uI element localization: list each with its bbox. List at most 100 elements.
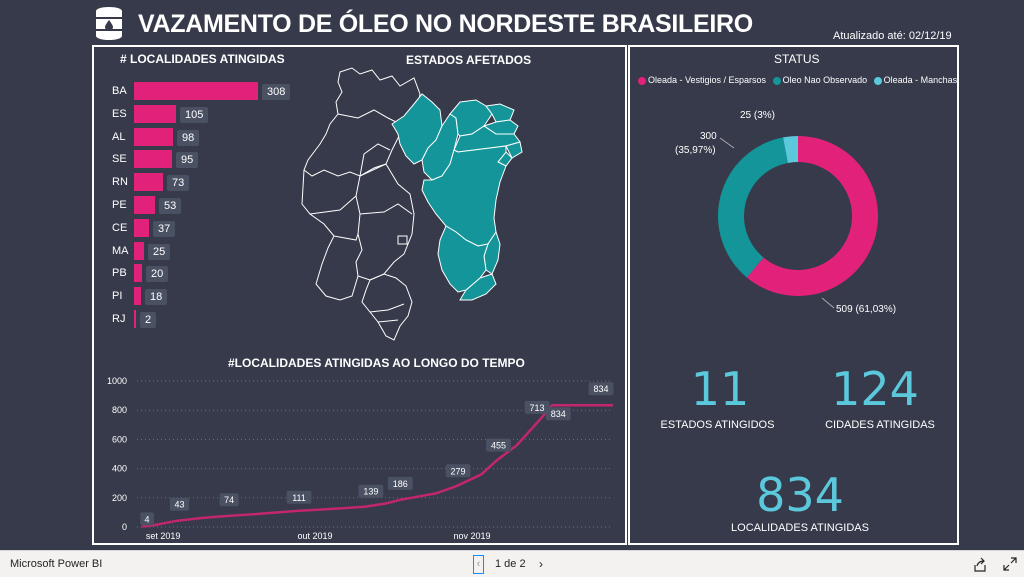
bar-category-label: PB xyxy=(112,267,127,279)
donut-label-nao-observado-pct: (35,97%) xyxy=(675,145,716,156)
left-panel xyxy=(92,45,627,545)
kpi-localidades-value: 834 xyxy=(756,468,844,522)
kpi-cidades-value: 124 xyxy=(831,362,919,416)
bar[interactable] xyxy=(134,105,176,123)
data-label-bg xyxy=(524,400,550,414)
bar-data-label: 20 xyxy=(146,266,169,282)
brazil-map[interactable] xyxy=(300,64,550,342)
map-state-ba xyxy=(421,145,507,247)
updated-date: Atualizado até: 02/12/19 xyxy=(833,30,952,42)
y-tick-label: 200 xyxy=(112,493,127,503)
series-line[interactable] xyxy=(141,403,613,528)
data-label-bg xyxy=(358,484,384,498)
bar-data-label: 18 xyxy=(145,289,168,305)
share-icon[interactable] xyxy=(972,557,988,573)
legend-item-manchas[interactable]: Oleada - Manchas xyxy=(873,75,958,85)
map-state-mg-border xyxy=(437,225,489,293)
map-federal-district xyxy=(397,235,408,245)
status-title: STATUS xyxy=(774,52,820,66)
data-label-bg xyxy=(286,490,312,504)
data-label: 4 xyxy=(145,514,150,524)
report-header: VAZAMENTO DE ÓLEO NO NORDESTE BRASILEIRO… xyxy=(0,0,1024,46)
chevron-left-icon[interactable]: ‹ xyxy=(473,555,484,574)
bar[interactable] xyxy=(134,196,155,214)
bar[interactable] xyxy=(134,287,141,305)
data-label-bg xyxy=(588,382,614,396)
map-center-divider xyxy=(359,203,413,215)
x-tick-label: set 2019 xyxy=(146,531,181,541)
bar-category-label: BA xyxy=(112,85,127,97)
data-label: 834 xyxy=(593,384,608,394)
map-north-divider-1 xyxy=(359,143,391,177)
y-tick-label: 400 xyxy=(112,464,127,474)
bar-data-label: 98 xyxy=(177,130,200,146)
page-navigator: ‹ 1 de 2 › xyxy=(473,555,553,575)
legend-dot xyxy=(638,76,646,85)
expand-icon[interactable] xyxy=(1003,557,1017,571)
map-south-divider-2 xyxy=(377,319,399,323)
legend-item-nao-observado[interactable]: Oleo Nao Observado xyxy=(772,75,867,85)
bar-data-label: 25 xyxy=(148,244,171,260)
bar-data-label: 2 xyxy=(140,312,157,328)
donut-label-nao-observado: 300 xyxy=(700,131,717,142)
donut-slice[interactable] xyxy=(746,136,878,296)
bar-data-label: 73 xyxy=(167,175,190,191)
bar-data-label: 95 xyxy=(176,152,199,168)
bar-data-label: 37 xyxy=(153,221,176,237)
map-north-divider-2 xyxy=(337,109,401,125)
legend-dot xyxy=(772,76,781,85)
chevron-right-icon[interactable]: › xyxy=(539,557,543,571)
bar-category-label: PE xyxy=(112,199,127,211)
map-west-divider xyxy=(309,195,357,215)
bar-category-label: RJ xyxy=(112,313,126,325)
bar[interactable] xyxy=(134,219,149,237)
bar[interactable] xyxy=(134,310,136,328)
bar-category-label: CE xyxy=(112,222,128,234)
data-label: 111 xyxy=(292,493,306,503)
bar-data-label: 105 xyxy=(180,107,209,123)
data-label-bg xyxy=(169,497,190,511)
page-title: VAZAMENTO DE ÓLEO NO NORDESTE BRASILEIRO xyxy=(138,10,753,38)
bar-data-label: 53 xyxy=(159,198,182,214)
map-state-al xyxy=(505,141,523,159)
kpi-cidades-label: CIDADES ATINGIDAS xyxy=(825,419,935,431)
donut-leader-line xyxy=(821,297,835,309)
bar[interactable] xyxy=(134,82,258,100)
data-label-bg xyxy=(219,493,239,507)
y-tick-label: 600 xyxy=(112,434,127,444)
donut-slice[interactable] xyxy=(718,137,788,278)
kpi-estados-label: ESTADOS ATINGIDOS xyxy=(660,419,775,431)
map-south-divider-1 xyxy=(369,303,405,313)
data-label: 74 xyxy=(224,495,234,505)
data-label-bg xyxy=(545,407,571,421)
bar[interactable] xyxy=(134,128,173,146)
donut-label-manchas: 25 (3%) xyxy=(740,110,776,121)
line-chart-title: #LOCALIDADES ATINGIDAS AO LONGO DO TEMPO xyxy=(228,356,525,370)
line-chart[interactable]: 0 200 400 600 800 1000 set 2019 out 2019 nov 201… xyxy=(95,368,623,544)
powerbi-brand-link[interactable]: Microsoft Power BI xyxy=(10,558,103,570)
legend-label: Oleada - Manchas xyxy=(883,75,958,85)
legend-dot xyxy=(873,76,882,85)
bar-data-label: 308 xyxy=(262,84,291,100)
bar-category-label: AL xyxy=(112,131,126,143)
oil-barrel-icon xyxy=(96,7,122,40)
data-label: 139 xyxy=(363,487,378,497)
status-donut-chart[interactable] xyxy=(700,118,896,314)
data-label: 186 xyxy=(393,479,408,489)
legend-label: Oleada - Vestigios / Esparsos xyxy=(648,75,767,85)
map-center-west xyxy=(355,163,415,281)
status-legend: Oleada - Vestigios / Esparsos Oleo Nao O… xyxy=(638,75,961,85)
bar[interactable] xyxy=(134,264,142,282)
data-label: 279 xyxy=(451,466,466,476)
data-label: 834 xyxy=(551,409,566,419)
bar[interactable] xyxy=(134,242,144,260)
bar[interactable] xyxy=(134,150,172,168)
data-label: 43 xyxy=(175,500,185,510)
bar-category-label: SE xyxy=(112,153,127,165)
donut-leader-line xyxy=(719,137,735,149)
donut-slice[interactable] xyxy=(783,136,798,163)
data-label: 455 xyxy=(491,441,506,451)
kpi-estados-value: 11 xyxy=(690,362,750,416)
legend-item-vestigios[interactable]: Oleada - Vestigios / Esparsos xyxy=(638,75,766,85)
bar[interactable] xyxy=(134,173,163,191)
